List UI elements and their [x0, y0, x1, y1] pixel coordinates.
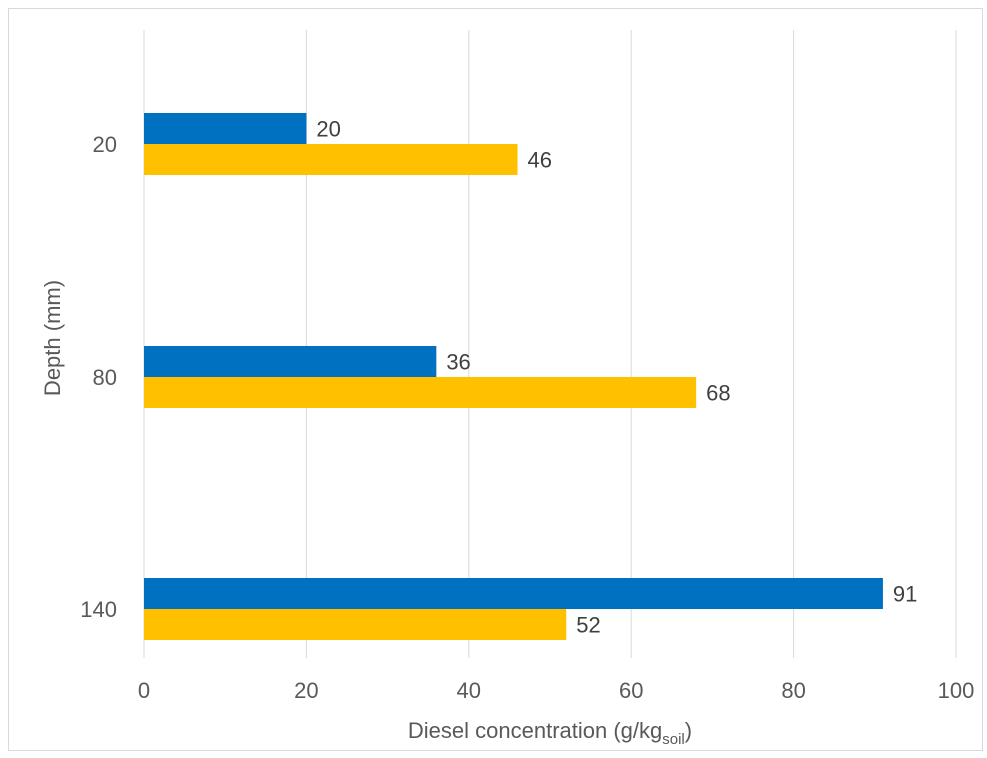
x-axis-title-end: ) [685, 718, 692, 743]
data-labels: 20 36 91 46 68 52 [316, 117, 917, 638]
data-label-series1-20: 20 [316, 117, 340, 142]
y-tick-label: 20 [93, 132, 117, 157]
data-label-series2-80: 68 [706, 381, 730, 406]
x-axis-title-subscript: soil [662, 731, 685, 748]
bar-series1-140 [144, 578, 883, 609]
x-tick-labels: 0 20 40 60 80 100 [138, 678, 974, 703]
data-label-series2-20: 46 [528, 148, 552, 173]
data-label-series1-140: 91 [893, 582, 917, 607]
bar-series1-80 [144, 346, 437, 377]
bars [144, 113, 883, 640]
x-tick-label: 0 [138, 678, 150, 703]
x-tick-label: 20 [294, 678, 318, 703]
x-axis-title: Diesel concentration (g/kgsoil) [408, 718, 692, 748]
bar-series2-20 [144, 144, 518, 175]
y-tick-label: 140 [80, 597, 117, 622]
x-axis-title-main: Diesel concentration (g/kg [408, 718, 662, 743]
x-tick-label: 100 [938, 678, 975, 703]
data-label-series2-140: 52 [576, 613, 600, 638]
y-tick-labels: 20 80 140 [80, 132, 117, 622]
bar-series2-140 [144, 609, 567, 640]
x-tick-label: 80 [781, 678, 805, 703]
x-tick-label: 60 [619, 678, 643, 703]
y-axis-title: Depth (mm) [40, 280, 65, 396]
x-tick-label: 40 [457, 678, 481, 703]
bar-series2-80 [144, 377, 697, 408]
bar-series1-20 [144, 113, 307, 144]
data-label-series1-80: 36 [446, 350, 470, 375]
y-tick-label: 80 [93, 365, 117, 390]
